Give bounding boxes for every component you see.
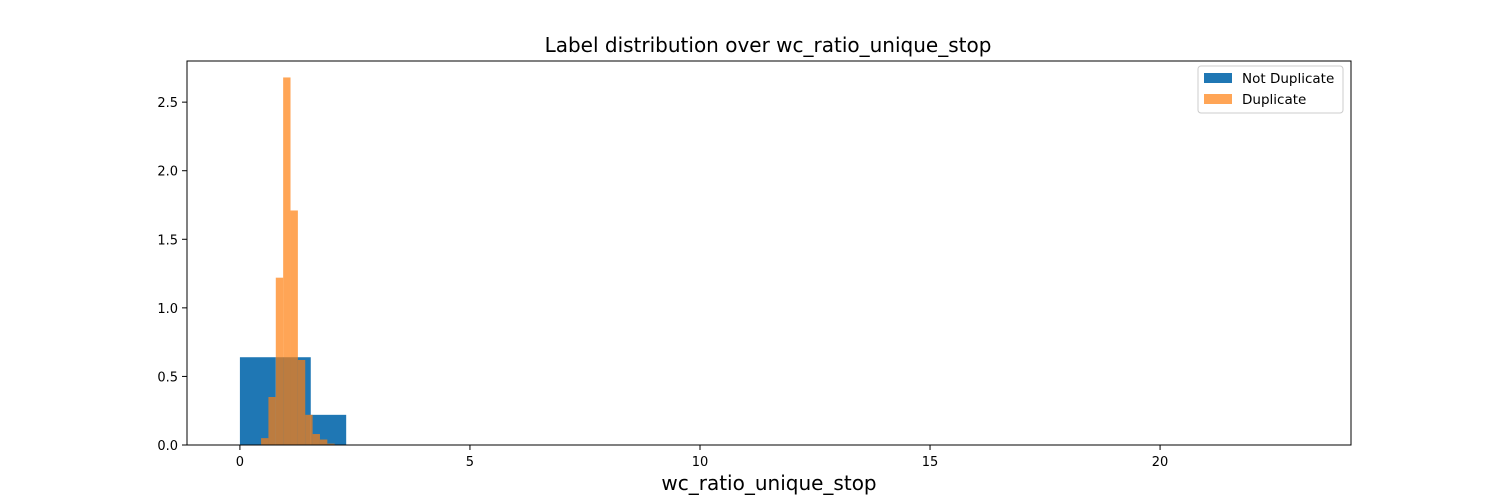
plot-frame	[186, 60, 1352, 446]
bar-duplicate-3	[275, 277, 284, 445]
bar-duplicate-8	[312, 434, 320, 445]
y-tick-label: 2.5	[157, 96, 178, 111]
legend-frame	[1197, 65, 1344, 114]
legend-swatch-not-duplicate	[1204, 73, 1232, 83]
x-tick-label: 20	[1152, 455, 1169, 470]
y-tick-label: 2.0	[157, 165, 178, 180]
y-tick-label: 0.0	[157, 439, 178, 454]
bar-duplicate-1	[261, 438, 269, 445]
legend-swatch-duplicate	[1204, 94, 1232, 104]
x-axis-label: wc_ratio_unique_stop	[661, 471, 876, 495]
bar-duplicate-5	[290, 210, 298, 445]
y-tick-label: 1.5	[157, 233, 178, 248]
chart-title: Label distribution over wc_ratio_unique_…	[545, 33, 992, 57]
x-tick-label: 5	[466, 455, 474, 470]
x-tick-label: 0	[236, 455, 244, 470]
legend: Not Duplicate Duplicate	[1197, 65, 1344, 114]
bar-duplicate-2	[268, 397, 276, 445]
bar-duplicate-6	[297, 359, 306, 445]
y-tick-label: 0.5	[157, 370, 178, 385]
bar-duplicate-9	[319, 439, 328, 445]
bar-duplicate-10	[327, 443, 335, 445]
bar-duplicate-7	[305, 414, 313, 445]
bar-duplicate-4	[283, 77, 291, 445]
legend-label-duplicate: Duplicate	[1242, 92, 1306, 108]
x-tick-label: 15	[922, 455, 939, 470]
x-tick-label: 10	[692, 455, 709, 470]
legend-label-not-duplicate: Not Duplicate	[1242, 71, 1334, 87]
y-tick-label: 1.0	[157, 302, 178, 317]
bars-layer	[239, 77, 347, 445]
axes-layer: 0 5 10 15 20 0.0 0.5 1.0 1.5 2.0 2.5	[157, 60, 1352, 470]
